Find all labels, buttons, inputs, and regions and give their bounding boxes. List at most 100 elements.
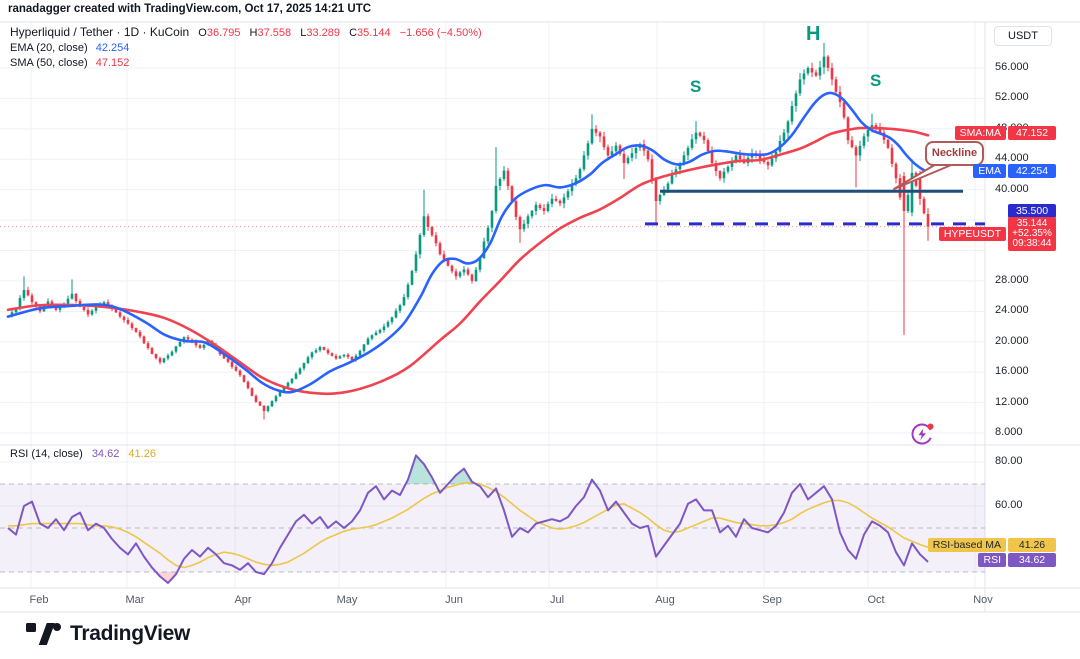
candle-body [618, 145, 622, 154]
candle-body [830, 67, 834, 80]
rsi-legend[interactable]: RSI (14, close) 34.62 41.26 [10, 448, 156, 460]
candle-body [186, 337, 190, 340]
time-axis-label: Aug [655, 594, 675, 606]
sma-badge-value: 47.152 [1008, 126, 1056, 141]
rsi-badge: RSI 34.62 [978, 552, 1056, 567]
tradingview-logo[interactable]: TradingView [26, 620, 190, 648]
candle-body [566, 191, 570, 198]
tradingview-logo-text: TradingView [70, 622, 191, 645]
candle-body [562, 197, 566, 204]
candle-body [366, 338, 370, 345]
rsi-badge-value: 34.62 [1008, 552, 1056, 567]
ema-legend[interactable]: EMA (20, close) 42.254 [10, 42, 129, 54]
currency-axis-header[interactable]: USDT [994, 26, 1052, 46]
right-shoulder-annotation[interactable]: S [870, 71, 882, 90]
rsi-legend-value: 34.62 [91, 448, 120, 460]
candle-body [590, 128, 594, 144]
neckline-callout[interactable]: Neckline [931, 147, 978, 159]
candle-body [710, 151, 714, 164]
candle-body [130, 323, 134, 329]
candle-body [434, 235, 438, 244]
high-value: 37.558 [257, 27, 292, 39]
candle-body [902, 175, 906, 211]
last-price-values: 35.144 +52.35% 09:38:44 [1008, 216, 1056, 251]
candle-body [286, 382, 290, 387]
ema-badge-label: EMA [973, 163, 1006, 178]
candle-body [794, 93, 798, 107]
candle-body [834, 79, 838, 92]
support-level-badge: 35.500 [1008, 203, 1056, 218]
candle-body [702, 135, 706, 141]
symbol-badge-label: HYPEUSDT [938, 226, 1006, 241]
rsi-ma-badge: RSI-based MA 41.26 [927, 538, 1056, 553]
candle-body [242, 375, 246, 382]
candle-body [906, 195, 910, 211]
candle-body [542, 208, 546, 211]
candle-body [482, 241, 486, 259]
price-axis-label: 8.000 [995, 426, 1023, 438]
candle-body [422, 216, 426, 235]
rsi-pane-canvas[interactable] [0, 446, 985, 588]
time-axis-label: Oct [867, 594, 885, 606]
candle-body [338, 356, 342, 359]
price-axis-label: 24.000 [995, 304, 1029, 317]
time-axis-label: Feb [29, 594, 49, 606]
candle-body [726, 166, 730, 172]
candle-body [50, 301, 54, 305]
rsi-ma-badge-value: 41.26 [1008, 538, 1056, 553]
price-axis-label: 28.000 [995, 273, 1029, 286]
candle-body [570, 184, 574, 192]
candle-body [706, 140, 710, 152]
candle-body [478, 258, 482, 270]
candle-body [718, 171, 722, 179]
candle-body [574, 178, 578, 185]
symbol-legend[interactable]: Hyperliquid / Tether · 1D · KuCoin O36.7… [10, 25, 482, 39]
candle-body [250, 388, 254, 396]
candle-body [74, 293, 78, 302]
rsi-badge-label: RSI [978, 552, 1006, 567]
ema-legend-label: EMA (20, close) [10, 42, 88, 54]
candle-body [610, 151, 614, 156]
candle-body [282, 386, 286, 392]
candle-body [326, 349, 330, 354]
open-value: 36.795 [206, 27, 241, 39]
candle-body [490, 210, 494, 228]
candle-body [222, 354, 226, 359]
candle-body [694, 132, 698, 140]
sma-legend[interactable]: SMA (50, close) 47.152 [10, 57, 129, 69]
head-annotation[interactable]: H [806, 23, 821, 45]
sma-badge-label: SMA:MA [954, 126, 1006, 141]
price-pane-canvas[interactable] [0, 22, 985, 445]
candle-body [262, 405, 266, 411]
candle-body [926, 214, 930, 227]
candle-body [106, 302, 110, 307]
rsi-axis-label: 60.00 [995, 499, 1023, 511]
candle-body [738, 155, 742, 160]
candle-body [318, 347, 322, 351]
candle-body [374, 332, 378, 336]
price-axis-label: 56.000 [995, 61, 1029, 73]
candle-body [682, 155, 686, 164]
rsi-overbought-fill [8, 455, 928, 484]
change-value: −1.656 (−4.50%) [399, 27, 482, 39]
rsi-ma-badge-label: RSI-based MA [927, 538, 1006, 553]
candle-body [806, 68, 810, 74]
boost-button[interactable] [907, 419, 937, 449]
candle-body [850, 140, 854, 148]
candle-body [554, 198, 558, 201]
candle-body [390, 317, 394, 323]
candle-body [494, 185, 498, 211]
price-axis-label: 52.000 [995, 91, 1029, 104]
bar-countdown: 09:38:44 [1012, 237, 1052, 249]
left-shoulder-annotation[interactable]: S [690, 77, 702, 96]
candle-body [634, 147, 638, 154]
candle-body [394, 310, 398, 318]
candle-body [322, 347, 326, 350]
candle-body [654, 179, 658, 202]
low-label: L [300, 27, 307, 39]
candle-body [734, 155, 738, 162]
candle-body [386, 322, 390, 327]
candle-body [594, 128, 598, 133]
candle-body [818, 67, 822, 76]
